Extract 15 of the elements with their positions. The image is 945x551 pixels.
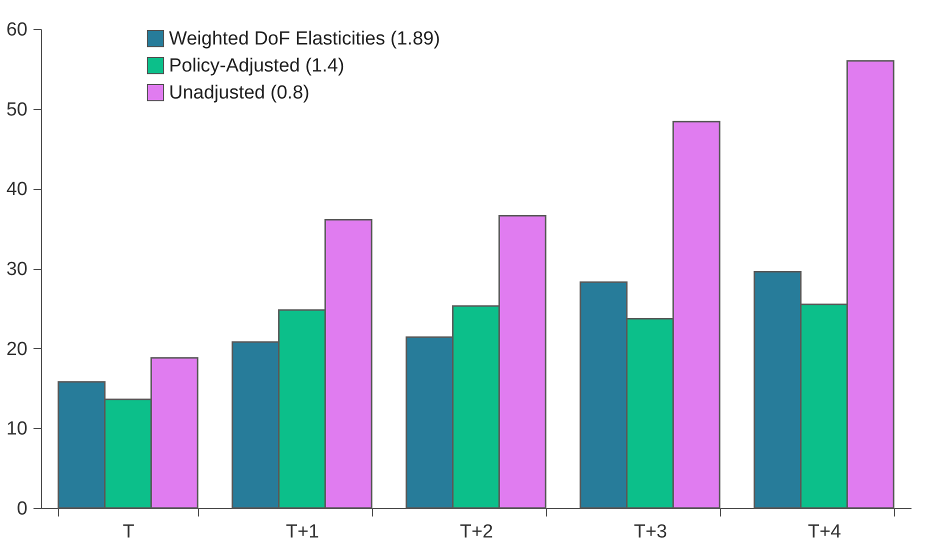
x-tick-label: T+4 <box>808 522 842 542</box>
x-tick-label: T+3 <box>634 522 668 542</box>
y-tick-label: 30 <box>6 259 28 280</box>
y-tick-label: 60 <box>6 20 28 40</box>
y-tick-label: 40 <box>6 179 28 200</box>
legend-label: Policy-Adjusted (1.4) <box>169 56 344 76</box>
x-tick-label: T+2 <box>460 522 494 542</box>
y-tick-label: 10 <box>6 418 28 440</box>
y-tick-label: 0 <box>16 498 28 520</box>
x-tick-label: T+1 <box>286 522 320 542</box>
x-tick-label: T <box>122 522 135 542</box>
legend-label: Unadjusted (0.8) <box>169 82 310 104</box>
y-tick-label: 50 <box>6 99 28 120</box>
legend-label: Weighted DoF Elasticities (1.89) <box>169 28 440 50</box>
y-tick-label: 20 <box>6 338 28 360</box>
